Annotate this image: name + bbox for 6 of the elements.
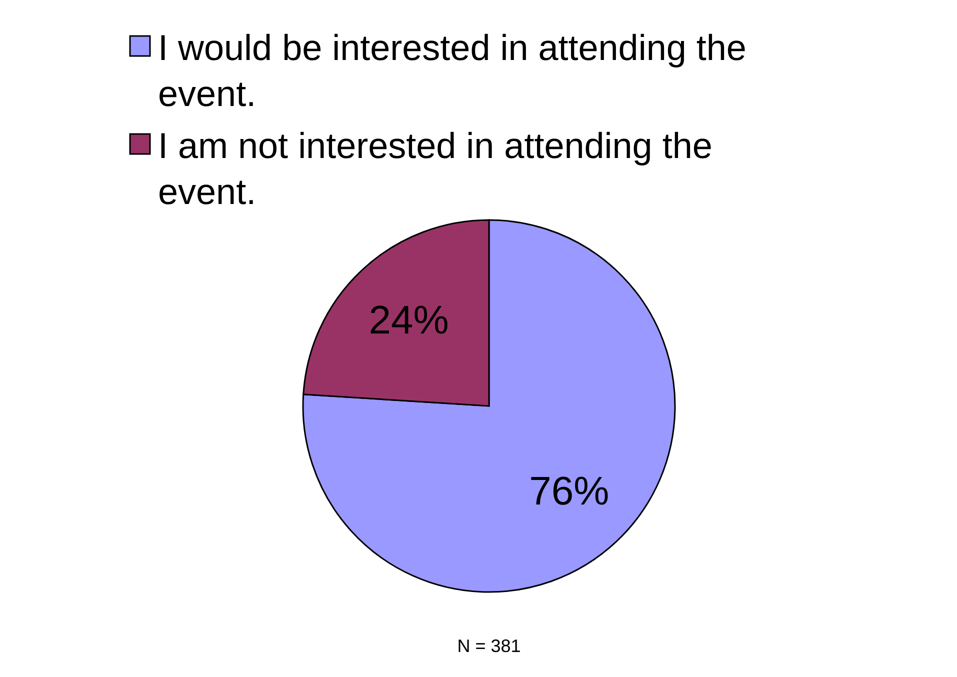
data-label: 24% [368,298,449,343]
legend-label: I am not interested in attending the event. [158,125,712,212]
data-label: 76% [529,469,610,514]
text: N = 381 [457,636,521,656]
pie-slice [302,219,676,593]
legend-label: I would be interested in attending the event. [158,27,746,114]
